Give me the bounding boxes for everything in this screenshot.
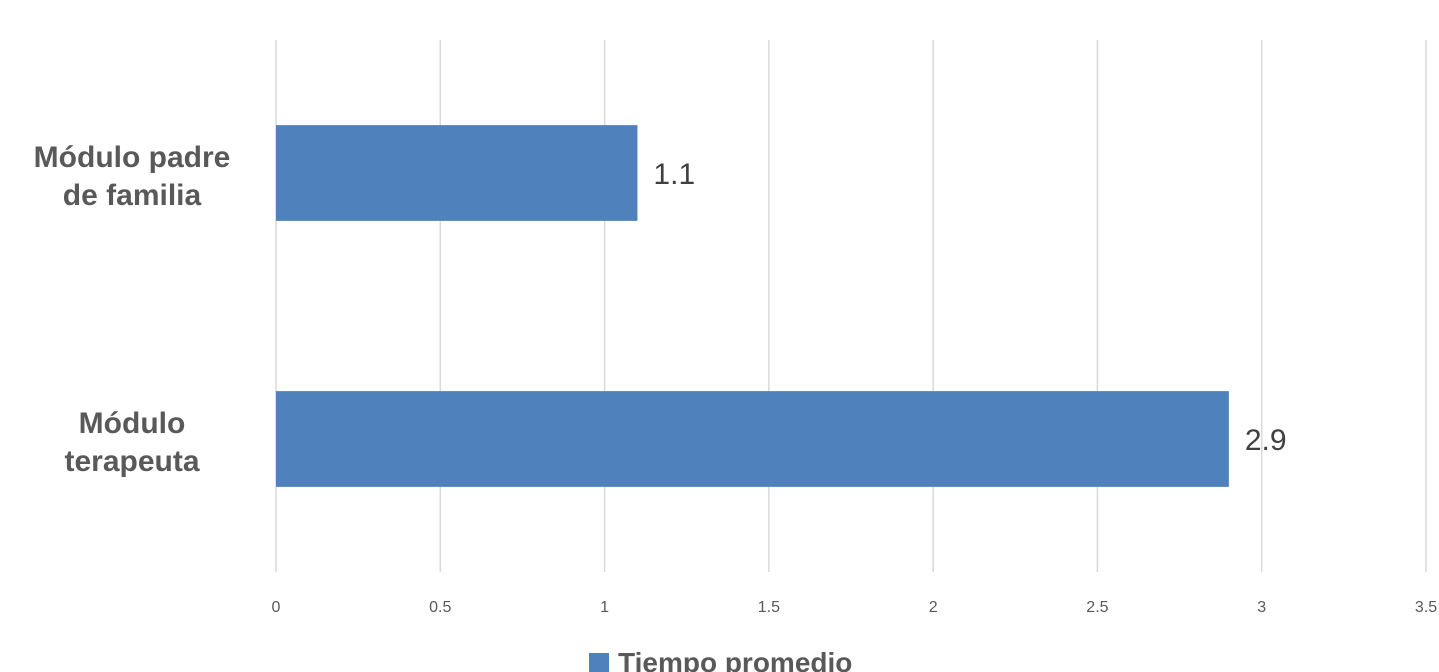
bar: [276, 391, 1229, 487]
x-tick-label: 3: [1257, 599, 1266, 616]
x-tick-label: 2: [929, 599, 938, 616]
bar: [276, 125, 638, 221]
category-label: Módulo padre de familia: [34, 141, 231, 212]
x-axis-tick-labels: 0 0.5 1 1.5 2 2.5 3 3.5: [272, 599, 1438, 616]
bars: [276, 125, 1229, 487]
category-label: Módulo terapeuta: [64, 407, 199, 478]
data-label: 2.9: [1245, 424, 1287, 457]
legend: Tiempo promedio: [589, 647, 852, 672]
legend-swatch: [589, 653, 609, 672]
category-labels: Módulo padre de familia Módulo terapeuta: [34, 141, 231, 478]
data-label: 1.1: [653, 158, 695, 191]
x-tick-label: 2.5: [1086, 599, 1108, 616]
x-tick-label: 1.5: [758, 599, 780, 616]
gridlines: [275, 40, 1427, 572]
x-tick-label: 3.5: [1415, 599, 1437, 616]
x-tick-label: 1: [600, 599, 609, 616]
data-labels: 1.1 2.9: [653, 158, 1286, 457]
legend-label: Tiempo promedio: [618, 647, 852, 672]
x-tick-label: 0: [272, 599, 281, 616]
x-tick-label: 0.5: [429, 599, 451, 616]
